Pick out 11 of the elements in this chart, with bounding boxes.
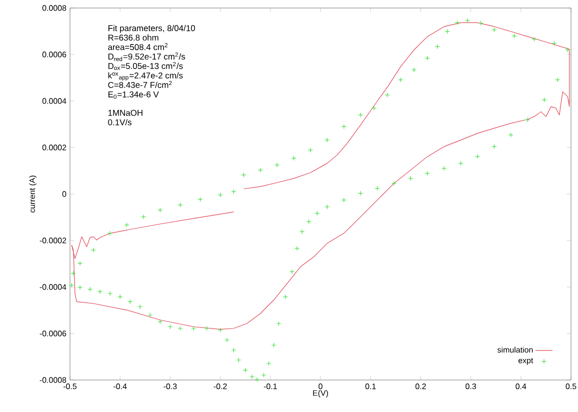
- annotation: 0.1V/s: [108, 119, 132, 126]
- annotation: area=508.4 cm$^{2}$: [108, 43, 168, 50]
- annotation: E$_{0}$=1.34e-6 V: [108, 91, 159, 99]
- annotation: C=8.43e-7 F/cm$^{2}$: [108, 80, 172, 88]
- line-series: [71, 22, 570, 330]
- annotation: R=636.8 ohm: [108, 34, 158, 41]
- annotation: 1MNaOH: [108, 110, 142, 116]
- annotation: D$_{ox}$=5.05e-13 cm$^{2}$/s: [108, 62, 183, 70]
- annotation: k$^{ox}$$_{app}$=2.47e-2 cm/s: [108, 72, 183, 81]
- annotation: Fit parameters, 8/04/10: [108, 24, 195, 33]
- annotation: D$_{red}$=9.52e-17 cm$^{2}$/s: [108, 52, 186, 62]
